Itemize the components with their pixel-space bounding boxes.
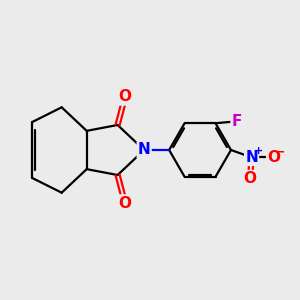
Text: O: O bbox=[118, 89, 131, 104]
Text: O: O bbox=[118, 196, 131, 211]
Text: N: N bbox=[245, 150, 258, 165]
Text: F: F bbox=[232, 114, 242, 129]
Text: N: N bbox=[138, 142, 151, 158]
Text: O: O bbox=[267, 150, 280, 165]
Text: −: − bbox=[275, 146, 285, 159]
Text: O: O bbox=[244, 171, 256, 186]
Text: +: + bbox=[254, 146, 263, 156]
